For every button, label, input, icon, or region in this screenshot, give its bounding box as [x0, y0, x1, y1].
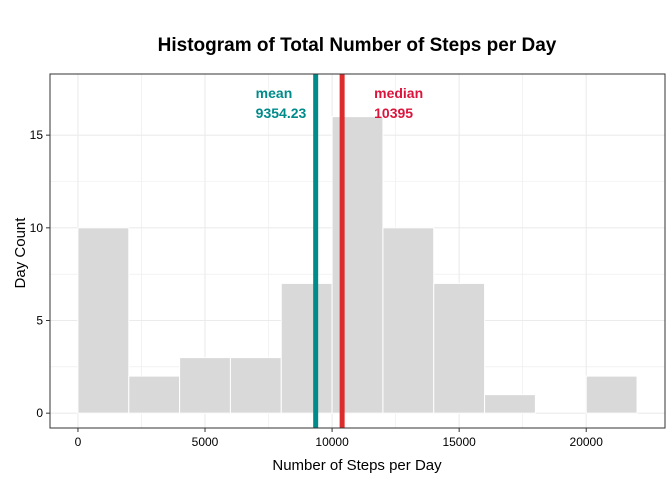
panel-border [49, 73, 666, 429]
y-tick-label: 10 [30, 221, 44, 235]
histogram-bar-0 [77, 227, 130, 414]
histogram-bar-4 [280, 282, 333, 414]
x-tick-label: 10000 [315, 435, 349, 449]
y-tick-label: 15 [30, 128, 44, 142]
x-axis-label: Number of Steps per Day [272, 457, 442, 474]
histogram-bar-6 [382, 227, 435, 414]
y-tick-label: 5 [36, 314, 43, 328]
y-tick-label: 0 [36, 406, 43, 420]
histogram-bar-7 [433, 282, 486, 414]
x-tick-label: 15000 [442, 435, 476, 449]
median-value-label: 10395 [374, 105, 413, 121]
y-axis-label: Day Count [12, 217, 29, 289]
histogram-bar-10 [585, 375, 638, 414]
histogram-bar-8 [484, 394, 536, 414]
x-tick-label: 20000 [570, 435, 604, 449]
histogram-bar-1 [128, 375, 181, 414]
x-tick-label: 5000 [192, 435, 219, 449]
x-tick-label: 0 [75, 435, 82, 449]
mean-label: mean [256, 85, 293, 101]
histogram-bar-2 [179, 357, 231, 414]
mean-value-label: 9354.23 [256, 105, 307, 121]
histogram-bar-3 [229, 357, 282, 414]
plot-area: mean 9354.23 median 10395 0 5000 10000 15000 200… [30, 73, 666, 449]
median-label: median [374, 85, 423, 101]
chart-title: Histogram of Total Number of Steps per D… [158, 35, 557, 56]
